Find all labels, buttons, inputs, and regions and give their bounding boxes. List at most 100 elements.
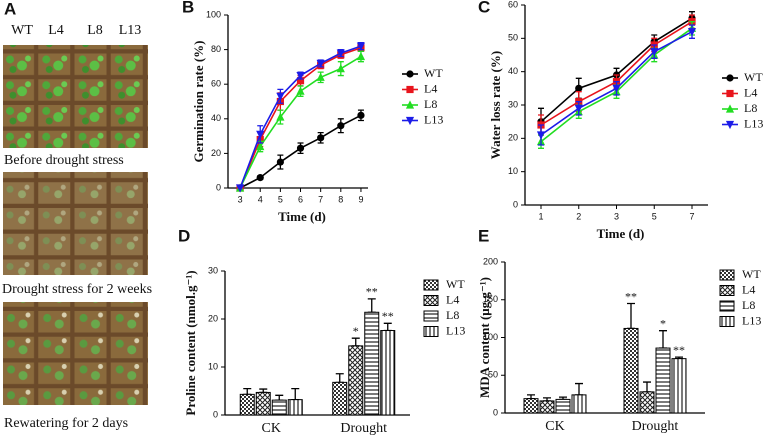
x-tick-label: 8 — [338, 194, 343, 204]
x-tick-label: 5 — [652, 211, 657, 221]
marker — [406, 70, 414, 78]
panel-label: D — [178, 226, 190, 245]
legend-swatch — [423, 326, 439, 337]
bar — [287, 399, 303, 416]
y-tick-label: 50 — [488, 370, 498, 380]
legend-swatch — [423, 295, 439, 306]
y-axis-title: MDA content (μg.g⁻¹) — [477, 277, 492, 398]
x-tick-label: 2 — [576, 211, 581, 221]
legend-swatch — [719, 316, 735, 327]
error-bar — [291, 387, 300, 401]
y-tick-label: 20 — [508, 133, 518, 143]
x-tick-label: CK — [545, 419, 564, 434]
legend-swatch — [423, 310, 439, 322]
error-bar — [259, 388, 268, 394]
y-tick-label: 80 — [211, 44, 221, 54]
marker — [256, 130, 265, 139]
chart: C 0 10 20 30 40 50 60 Water loss rate (%) Time (d… — [478, 0, 763, 241]
panel-label: E — [478, 226, 489, 245]
y-tick-label: 0 — [493, 407, 498, 417]
photo — [3, 45, 148, 148]
legend-label: L8 — [744, 101, 757, 115]
x-tick-label: 7 — [318, 194, 323, 204]
genotype-label: WT — [11, 23, 33, 38]
x-tick-label: Drought — [632, 419, 679, 434]
y-tick-label: 0 — [216, 182, 221, 192]
marker — [356, 42, 366, 51]
marker — [296, 144, 305, 152]
significance: * — [660, 316, 666, 330]
marker — [336, 49, 345, 58]
marker — [296, 71, 305, 81]
error-bar — [275, 394, 284, 401]
chart: D 0 10 20 30 Proline content (nmol.g⁻¹) CK Drou… — [178, 226, 465, 436]
bar — [380, 330, 396, 416]
marker — [725, 120, 735, 130]
y-axis-title: Proline content (nmol.g⁻¹) — [183, 270, 198, 415]
x-tick-label: 1 — [538, 211, 543, 221]
chart: E 0 50 100 150 200 MDA content (μg.g⁻¹) CK Droug… — [477, 226, 761, 434]
bar — [655, 347, 671, 414]
legend-label: WT — [446, 277, 465, 291]
marker — [405, 100, 415, 109]
marker — [405, 116, 415, 126]
caption: Before drought stress — [4, 153, 124, 168]
marker — [336, 64, 345, 73]
chart: B 0 20 40 60 80 100 Germination rate (%) Time (d… — [182, 0, 443, 224]
marker — [276, 112, 285, 121]
genotype-label: L13 — [119, 23, 142, 38]
marker — [337, 122, 345, 130]
panel-label: B — [182, 0, 194, 16]
x-axis-title: Time (d) — [597, 226, 645, 241]
x-tick-label: 7 — [689, 211, 694, 221]
y-tick-label: 100 — [483, 332, 498, 342]
legend-swatch — [423, 279, 439, 291]
bar — [255, 391, 271, 416]
marker — [256, 174, 264, 182]
genotype-label: L4 — [48, 23, 64, 38]
significance: ** — [673, 343, 685, 357]
legend-label: WT — [742, 267, 761, 281]
y-tick-label: 60 — [508, 0, 518, 9]
marker — [725, 104, 735, 113]
x-tick-label: 4 — [258, 194, 263, 204]
legend-label: L13 — [446, 323, 465, 337]
genotype-label: L8 — [87, 23, 103, 38]
marker — [256, 141, 265, 151]
legend-label: WT — [424, 66, 443, 80]
marker — [406, 85, 414, 94]
legend-label: L8 — [446, 308, 459, 322]
marker — [317, 134, 325, 142]
error-bar — [627, 302, 635, 330]
legend-swatch — [719, 300, 735, 312]
significance: ** — [625, 289, 637, 303]
error-bar — [351, 337, 360, 347]
legend-label: L13 — [424, 112, 443, 126]
y-tick-label: 30 — [508, 99, 518, 109]
x-tick-label: 6 — [298, 194, 303, 204]
y-tick-label: 100 — [206, 9, 221, 19]
marker — [316, 59, 325, 69]
x-tick-label: 3 — [614, 211, 619, 221]
bar — [555, 398, 571, 414]
error-bar — [659, 330, 667, 349]
marker — [296, 77, 305, 85]
y-axis-title: Germination rate (%) — [191, 40, 206, 162]
marker — [574, 104, 583, 113]
x-axis-title: Time (d) — [278, 209, 326, 224]
marker — [356, 51, 366, 61]
error-bar — [243, 387, 252, 396]
caption: Rewatering for 2 days — [4, 416, 128, 431]
marker — [726, 89, 734, 98]
marker — [357, 111, 365, 119]
y-tick-label: 10 — [508, 166, 518, 176]
marker — [687, 28, 697, 37]
y-tick-label: 20 — [208, 313, 218, 323]
marker — [650, 48, 659, 57]
y-tick-label: 10 — [208, 361, 218, 371]
x-tick-label: 9 — [358, 194, 363, 204]
legend-label: L4 — [744, 85, 757, 99]
x-tick-label: Drought — [340, 421, 387, 436]
legend-swatch — [719, 269, 735, 281]
